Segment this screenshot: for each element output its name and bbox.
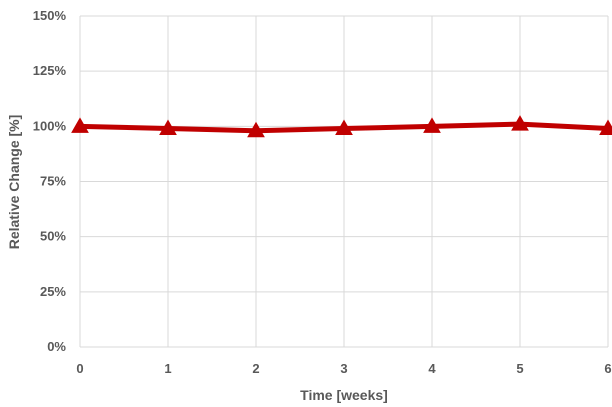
y-tick-label: 150% [33,8,67,23]
x-tick-label: 3 [340,361,347,376]
data-point-marker [335,119,353,136]
y-tick-label: 25% [40,284,66,299]
y-tick-labels: 0% 25% 50% 75% 100% 125% 150% [33,8,67,354]
x-tick-labels: 0 1 2 3 4 5 6 [76,361,611,376]
data-point-marker [247,121,265,138]
x-tick-label: 1 [164,361,171,376]
y-tick-label: 75% [40,174,66,189]
y-axis-title: Relative Change [%] [6,115,22,250]
data-point-marker [159,119,177,136]
data-point-marker [71,117,89,133]
data-point-marker [511,115,529,131]
series-layer [71,115,612,138]
y-tick-label: 125% [33,63,67,78]
x-tick-label: 2 [252,361,259,376]
x-axis-title: Time [weeks] [300,387,388,403]
y-tick-label: 0% [47,339,66,354]
grid-lines [79,15,609,348]
x-tick-label: 4 [428,361,436,376]
y-tick-label: 100% [33,118,67,133]
x-tick-label: 6 [604,361,611,376]
data-point-marker [599,119,612,136]
y-tick-label: 50% [40,229,66,244]
x-tick-label: 0 [76,361,83,376]
x-tick-label: 5 [516,361,523,376]
data-point-marker [423,117,441,133]
